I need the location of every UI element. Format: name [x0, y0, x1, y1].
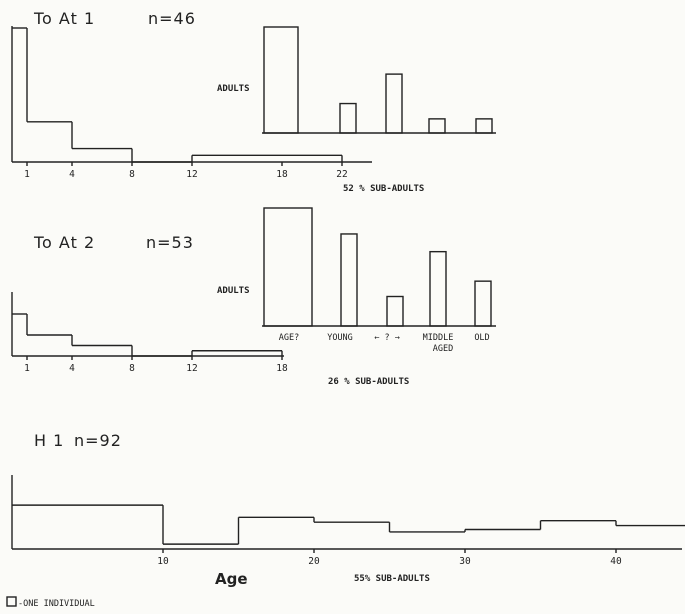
adult-bar: [263, 26, 299, 134]
x-tick-label: 8: [129, 169, 135, 180]
panel3-title: H 1: [34, 431, 64, 450]
x-tick-label: 4: [69, 363, 75, 374]
panel-to-at-1: To At 1 n=46 1 4 8 12 18 22 52 % SUB-ADULTS A…: [11, 9, 496, 194]
legend-square-icon: [6, 596, 17, 607]
x-tick-label: 18: [276, 169, 288, 180]
panel3-n: n=92: [74, 431, 122, 450]
panel3-subadult-note: 55% SUB-ADULTS: [354, 574, 430, 584]
category-label: OLD: [474, 333, 489, 343]
adult-bar: [475, 118, 493, 134]
legend: -ONE INDIVIDUAL: [6, 596, 95, 609]
x-tick-label: 1: [24, 169, 30, 180]
panel-h-1: H 1 n=92 10 20 30 40 Age 55% SUB-ADULTS: [11, 431, 685, 588]
panel3-x-ticks: 10 20 30 40: [157, 549, 622, 567]
x-tick-label: 20: [308, 556, 320, 567]
panel2-n: n=53: [146, 233, 194, 252]
panel1-adults-label: ADULTS: [217, 84, 250, 94]
adult-bar: [339, 102, 357, 134]
x-tick-label: 12: [186, 363, 197, 374]
legend-label: -ONE INDIVIDUAL: [18, 599, 95, 609]
adult-bar: [386, 295, 404, 327]
panel2-title: To At 2: [33, 233, 95, 252]
x-tick-label: 8: [129, 363, 135, 374]
adult-bar: [428, 118, 446, 134]
category-label: MIDDLE: [423, 333, 454, 343]
adult-bar: [340, 233, 358, 327]
x-tick-label: 12: [186, 169, 197, 180]
panel1-x-ticks: 1 4 8 12 18 22: [24, 162, 348, 180]
category-label: YOUNG: [327, 333, 353, 343]
x-tick-label: 10: [157, 556, 169, 567]
category-label: ← ? →: [374, 333, 400, 343]
adult-bar: [474, 280, 492, 327]
panel1-adult-bars: [262, 26, 496, 134]
panel3-age-histogram: [11, 475, 685, 550]
x-tick-label: 22: [336, 169, 347, 180]
x-tick-label: 30: [459, 556, 471, 567]
panel2-adults-label: ADULTS: [217, 286, 250, 296]
adult-bar: [429, 250, 447, 327]
x-tick-label: 4: [69, 169, 75, 180]
panel1-n: n=46: [148, 9, 196, 28]
panel2-age-histogram: [11, 292, 284, 357]
x-tick-label: 18: [276, 363, 288, 374]
panel1-title: To At 1: [33, 9, 95, 28]
x-tick-label: 40: [610, 556, 622, 567]
adult-bar: [263, 207, 313, 327]
category-label: AGED: [433, 344, 453, 354]
age-axis-label: Age: [215, 570, 248, 588]
panel-to-at-2: To At 2 n=53 1 4 8 12 18 26 % SUB-ADULTS ADU…: [11, 207, 496, 387]
panel1-age-histogram: [11, 26, 372, 163]
panel1-subadult-note: 52 % SUB-ADULTS: [343, 184, 424, 194]
adult-bar: [385, 73, 403, 134]
category-label: AGE?: [279, 333, 299, 343]
panel2-x-ticks: 1 4 8 12 18: [24, 356, 288, 374]
panel2-subadult-note: 26 % SUB-ADULTS: [328, 377, 409, 387]
x-tick-label: 1: [24, 363, 30, 374]
panel2-adult-bars: [262, 207, 496, 327]
